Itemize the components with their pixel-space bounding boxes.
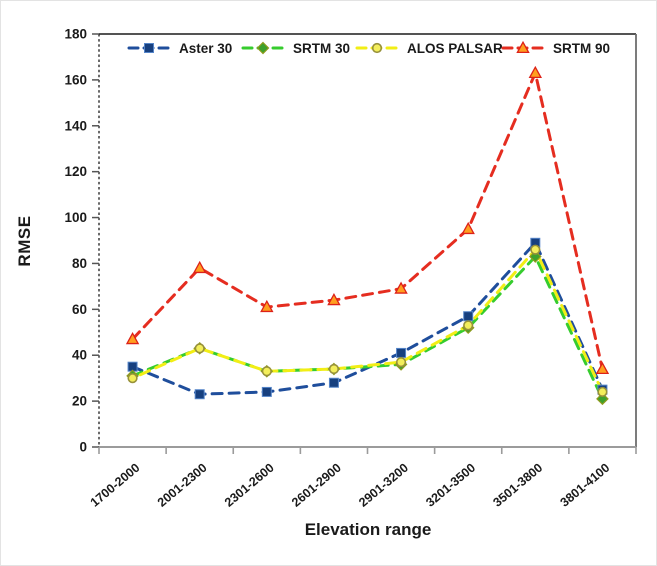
marker-srtm-90-3 xyxy=(327,293,341,306)
marker-aster-30-3 xyxy=(328,377,339,388)
y-tick-label: 140 xyxy=(64,118,87,133)
y-tick-label: 0 xyxy=(79,440,87,455)
x-tick-label: 3201-3500 xyxy=(423,461,478,510)
y-tick-label: 180 xyxy=(64,27,87,42)
marker-alos-palsar-1 xyxy=(194,343,205,354)
marker-srtm-90-4 xyxy=(394,281,408,294)
x-tick-label: 3801-4100 xyxy=(558,461,613,510)
legend-item-aster-30: Aster 30 xyxy=(127,41,232,56)
marker-alos-palsar-3 xyxy=(328,363,340,375)
y-tick-label: 80 xyxy=(72,256,87,271)
legend-item-srtm-30: SRTM 30 xyxy=(241,41,350,56)
marker-alos-palsar-7 xyxy=(597,386,608,398)
series-markers-srtm-30 xyxy=(126,250,609,406)
x-axis-title: Elevation range xyxy=(304,520,432,539)
x-tick-label: 1700-2000 xyxy=(88,461,143,510)
series-line-aster-30 xyxy=(131,240,604,396)
x-tick-label: 2901-3200 xyxy=(356,461,411,510)
legend-marker-triangle xyxy=(516,40,530,54)
marker-alos-palsar-2 xyxy=(261,366,272,377)
marker-aster-30-1 xyxy=(194,389,205,400)
series-line-srtm-30 xyxy=(131,253,604,401)
series-markers-alos-palsar xyxy=(127,244,608,398)
legend-marker-square xyxy=(144,43,154,53)
marker-srtm-90-1 xyxy=(192,260,207,274)
y-tick-label: 20 xyxy=(72,394,87,409)
y-tick-label: 60 xyxy=(72,302,87,317)
legend: Aster 30 SRTM 30 ALOS PALSAR SRTM 90 xyxy=(127,40,610,56)
legend-label: ALOS PALSAR xyxy=(407,41,503,56)
y-tick-label: 120 xyxy=(64,164,87,179)
marker-aster-30-2 xyxy=(261,386,272,397)
y-tick-label: 40 xyxy=(72,348,87,363)
marker-alos-palsar-5 xyxy=(463,320,474,331)
marker-aster-30-4 xyxy=(396,347,407,358)
legend-label: SRTM 90 xyxy=(553,41,610,56)
y-tick-label: 100 xyxy=(64,210,87,225)
series-line-srtm-90 xyxy=(131,68,604,371)
series-line-alos-palsar xyxy=(131,246,604,394)
marker-srtm-90-6 xyxy=(528,65,543,79)
marker-srtm-90-2 xyxy=(260,299,274,313)
marker-aster-30-5 xyxy=(463,311,474,322)
legend-item-srtm-90: SRTM 90 xyxy=(501,40,610,56)
legend-label: Aster 30 xyxy=(179,41,232,56)
x-tick-label: 2301-2600 xyxy=(222,461,277,510)
series-markers-srtm-90 xyxy=(125,65,610,375)
x-tick-label: 3501-3800 xyxy=(490,461,545,510)
y-tick-label: 160 xyxy=(64,72,87,87)
legend-marker-circle xyxy=(371,42,383,54)
y-axis-title: RMSE xyxy=(15,215,34,267)
marker-srtm-90-5 xyxy=(461,221,475,235)
marker-alos-palsar-6 xyxy=(530,244,541,255)
legend-label: SRTM 30 xyxy=(293,41,350,56)
legend-marker-diamond xyxy=(256,41,270,55)
x-tick-label: 2601-2900 xyxy=(289,461,344,510)
marker-srtm-90-7 xyxy=(595,361,610,375)
x-tick-label: 2001-2300 xyxy=(155,461,210,510)
legend-item-alos-palsar: ALOS PALSAR xyxy=(355,41,503,56)
marker-srtm-90-0 xyxy=(125,332,140,345)
marker-alos-palsar-0 xyxy=(127,373,138,384)
marker-alos-palsar-4 xyxy=(395,357,407,368)
